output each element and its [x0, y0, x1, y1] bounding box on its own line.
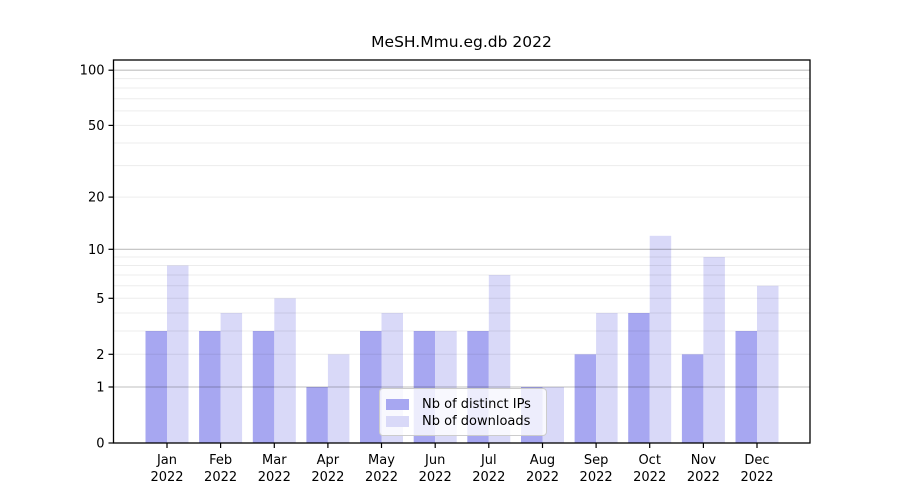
- legend-label-downloads: Nb of downloads: [422, 414, 531, 429]
- chart-title: MeSH.Mmu.eg.db 2022: [371, 33, 552, 51]
- y-tick-label-50: 50: [88, 119, 105, 134]
- bar-downloads-dec: [757, 285, 779, 443]
- legend-swatch-downloads-icon: [386, 416, 409, 427]
- x-tick-label-month-nov: Nov: [691, 453, 717, 468]
- bar-downloads-mar: [274, 298, 296, 443]
- x-tick-label-year-jul: 2022: [472, 470, 505, 485]
- legend-item-distinct-ips: Nb of distinct IPs: [386, 396, 538, 413]
- x-tick-label-month-may: May: [368, 453, 395, 468]
- bar-distinct-ips-dec: [735, 331, 757, 443]
- legend-item-downloads: Nb of downloads: [386, 413, 538, 430]
- y-tick-label-20: 20: [88, 191, 105, 206]
- x-tick-label-month-apr: Apr: [317, 453, 340, 468]
- legend-swatch-distinct-ips-icon: [386, 399, 409, 410]
- y-tick-label-2: 2: [96, 348, 104, 363]
- x-tick-label-month-dec: Dec: [744, 453, 769, 468]
- x-tick-label-year-aug: 2022: [526, 470, 559, 485]
- y-tick-label-10: 10: [88, 243, 105, 258]
- bar-downloads-feb: [220, 313, 243, 443]
- bar-downloads-nov: [703, 257, 725, 443]
- x-tick-label-year-sep: 2022: [580, 470, 613, 485]
- x-tick-label-month-feb: Feb: [209, 453, 232, 468]
- x-tick-label-month-jul: Jul: [480, 453, 497, 468]
- y-tick-label-0: 0: [96, 437, 104, 452]
- bar-distinct-ips-oct: [628, 313, 650, 443]
- x-tick-label-month-aug: Aug: [530, 453, 555, 468]
- x-tick-label-year-oct: 2022: [633, 470, 666, 485]
- bar-distinct-ips-mar: [252, 331, 275, 443]
- x-tick-label-year-jun: 2022: [419, 470, 452, 485]
- bar-distinct-ips-apr: [306, 387, 328, 443]
- bar-distinct-ips-jan: [145, 331, 167, 443]
- x-tick-label-year-mar: 2022: [258, 470, 291, 485]
- bar-downloads-oct: [649, 235, 672, 443]
- legend-label-distinct-ips: Nb of distinct IPs: [422, 397, 531, 412]
- x-tick-label-month-oct: Oct: [638, 453, 660, 468]
- x-tick-label-month-sep: Sep: [584, 453, 609, 468]
- bar-downloads-aug: [542, 387, 564, 443]
- x-tick-label-month-jun: Jun: [424, 453, 445, 468]
- y-tick-label-5: 5: [96, 292, 104, 307]
- bar-distinct-ips-sep: [574, 354, 597, 443]
- bar-distinct-ips-feb: [199, 331, 221, 443]
- x-tick-label-year-may: 2022: [365, 470, 398, 485]
- y-tick-label-100: 100: [80, 64, 105, 79]
- x-tick-label-year-dec: 2022: [740, 470, 773, 485]
- x-tick-label-year-jan: 2022: [150, 470, 183, 485]
- plot-frame: [112, 59, 811, 444]
- bar-distinct-ips-nov: [681, 354, 704, 443]
- bar-downloads-apr: [327, 354, 350, 443]
- y-tick-label-1: 1: [96, 381, 104, 396]
- legend: Nb of distinct IPs Nb of downloads: [379, 388, 547, 436]
- x-tick-label-year-nov: 2022: [687, 470, 720, 485]
- x-tick-label-month-mar: Mar: [262, 453, 287, 468]
- bar-distinct-ips-may: [360, 331, 382, 443]
- bar-downloads-sep: [596, 313, 618, 443]
- x-tick-label-year-apr: 2022: [311, 470, 344, 485]
- x-tick-label-year-feb: 2022: [204, 470, 237, 485]
- bar-downloads-jan: [167, 265, 189, 443]
- x-tick-label-month-jan: Jan: [156, 453, 177, 468]
